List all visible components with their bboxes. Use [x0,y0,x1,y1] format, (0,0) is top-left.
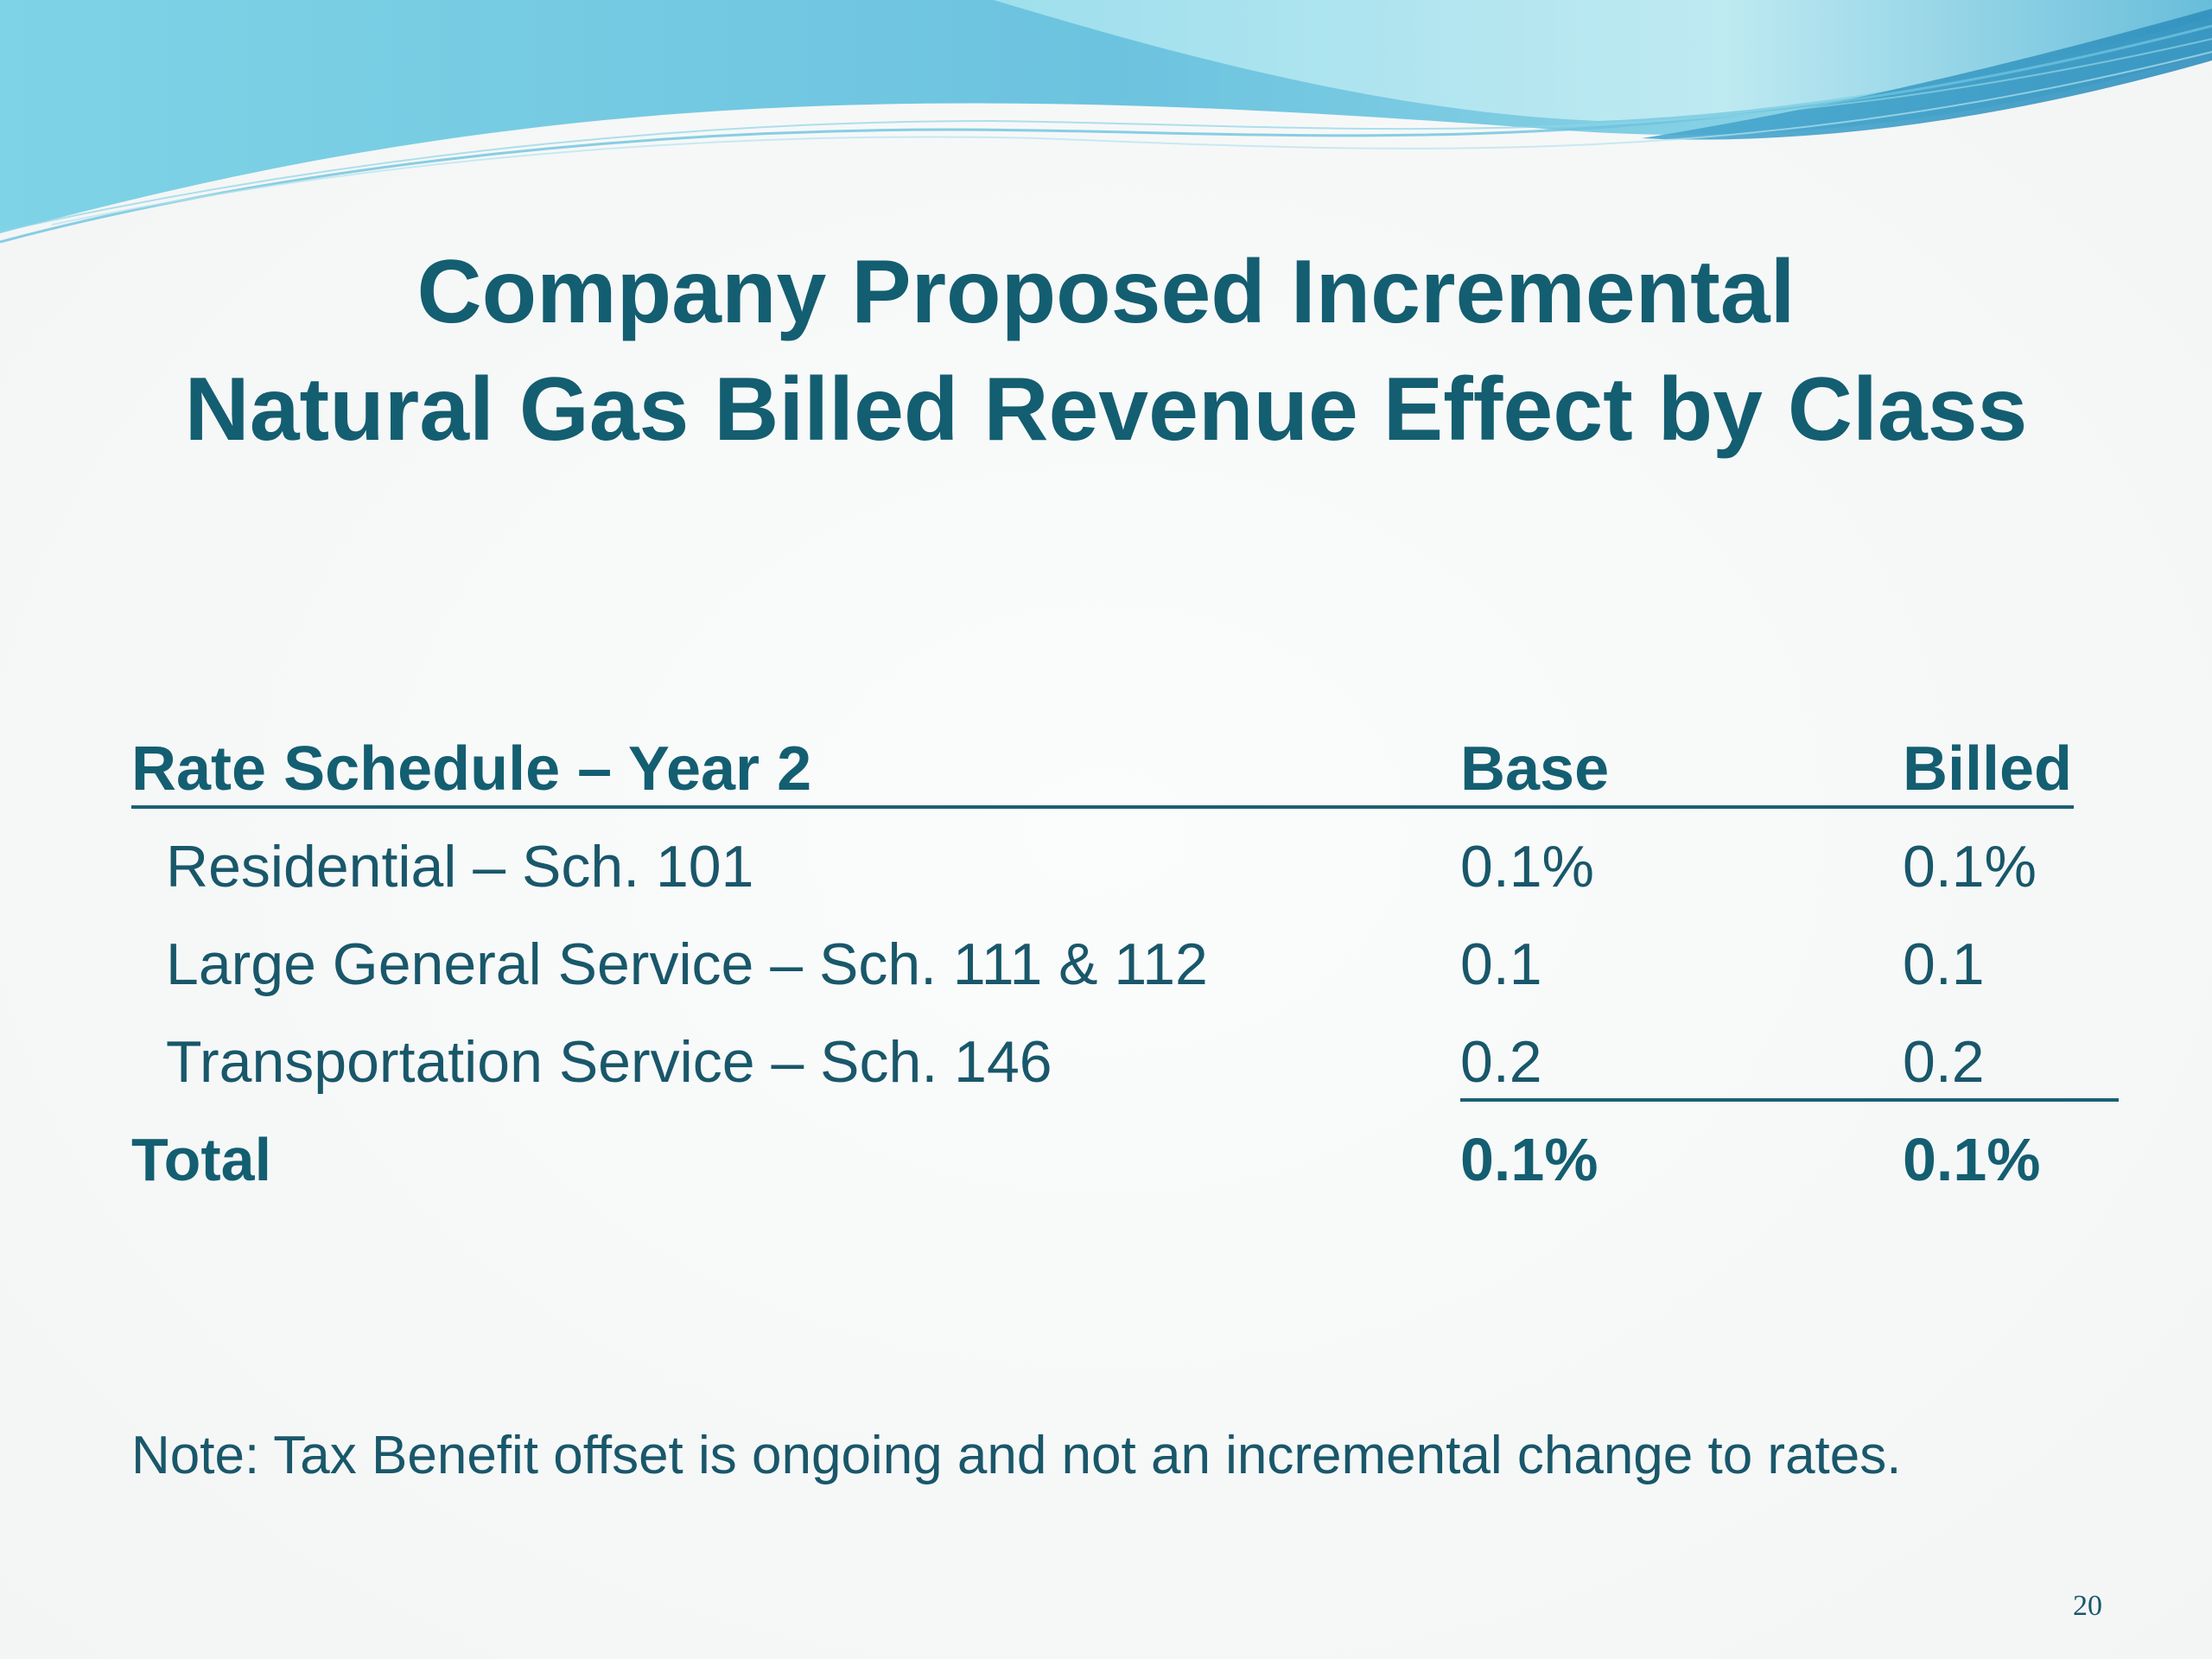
header-rate-schedule: Rate Schedule – Year 2 [131,734,812,804]
rate-effect-table: Rate Schedule – Year 2 Base Billed Resid… [131,726,2119,1214]
row-billed-value: 0.1 [1903,931,1985,997]
table-header-row: Rate Schedule – Year 2 Base Billed [131,726,2075,823]
slide-title: Company Proposed Incremental Natural Gas… [0,233,2212,468]
row-billed-value: 0.2 [1903,1029,1985,1095]
wave-header-decoration [0,0,2212,244]
row-base-value: 0.1 [1460,931,1542,997]
row-base-value: 0.1% [1460,834,1594,899]
footnote: Note: Tax Benefit offset is ongoing and … [131,1426,1902,1485]
header-underline [131,805,2074,809]
row-base-value: 0.2 [1460,1029,1542,1095]
table-row: Large General Service – Sch. 111 & 112 0… [131,921,2075,1019]
slide-title-line-1: Company Proposed Incremental [416,242,1796,342]
wave-highlight [994,0,2212,121]
total-billed-value: 0.1% [1903,1126,2041,1193]
row-label: Large General Service – Sch. 111 & 112 [166,931,1208,997]
table-row: Transportation Service – Sch. 146 0.2 0.… [131,1019,2119,1116]
sum-underline [1460,1098,2119,1102]
row-label: Transportation Service – Sch. 146 [166,1029,1052,1095]
header-billed: Billed [1903,734,2073,804]
header-base: Base [1460,734,1610,804]
table-row: Residential – Sch. 101 0.1% 0.1% [131,823,2075,921]
page-number: 20 [2073,1590,2102,1622]
table-total-row: Total 0.1% 0.1% [131,1116,2075,1214]
slide-title-line-2: Natural Gas Billed Revenue Effect by Cla… [184,359,2028,460]
wave-dark-sweep [1642,9,2212,140]
total-label: Total [131,1126,272,1193]
wave-line-3 [51,51,2212,226]
wave-line-2 [0,38,2212,232]
row-billed-value: 0.1% [1903,834,2037,899]
row-label: Residential – Sch. 101 [166,834,754,899]
total-base-value: 0.1% [1460,1126,1599,1193]
